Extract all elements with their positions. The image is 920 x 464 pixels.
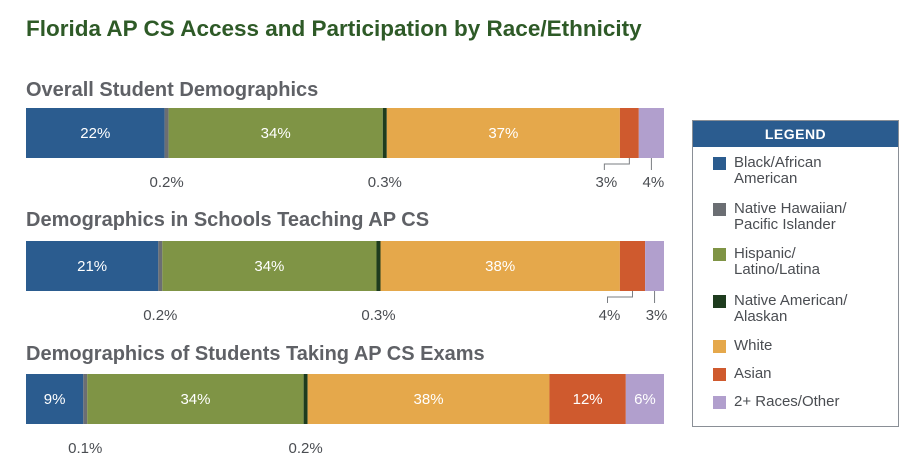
- stacked-bar-schools-teaching: 21% 0.2% 34% 0.3% 38% 4% 3%: [26, 241, 668, 324]
- data-label-black: 9%: [44, 391, 66, 408]
- data-label-multiracial: 6%: [634, 391, 656, 408]
- chart-title-overall: Overall Student Demographics: [26, 79, 319, 101]
- legend-item-multiracial: 2+ Races/Other: [713, 394, 894, 410]
- bar-segment-native-hawaiian: [164, 108, 169, 158]
- legend-swatch: [713, 295, 726, 308]
- legend-swatch: [713, 340, 726, 353]
- legend-swatch: [713, 368, 726, 381]
- chart-title-exam-takers: Demographics of Students Taking AP CS Ex…: [26, 343, 485, 365]
- leader-line: [603, 158, 630, 170]
- bar-segment-black: [26, 241, 159, 291]
- data-label-black: 21%: [77, 258, 107, 275]
- bar-segment-native-american: [382, 108, 387, 158]
- legend-item-native-american: Native American/ Alaskan: [713, 293, 894, 325]
- legend-swatch: [713, 157, 726, 170]
- data-label-asian: 3%: [596, 174, 618, 191]
- legend-item-native-hawaiian: Native Hawaiian/ Pacific Islander: [713, 201, 894, 233]
- data-label-white: 38%: [485, 258, 515, 275]
- data-label-native-american: 0.2%: [289, 440, 323, 457]
- legend-label: Native American/ Alaskan: [734, 292, 848, 325]
- legend-label: Hispanic/ Latino/Latina: [734, 245, 820, 278]
- data-label-native-american: 0.3%: [368, 174, 402, 191]
- data-label-asian: 4%: [599, 307, 621, 324]
- data-label-multiracial: 4%: [643, 174, 665, 191]
- bar-segment-asian: [549, 374, 626, 424]
- bar-segment-native-hawaiian: [83, 374, 88, 424]
- chart-title-schools-teaching: Demographics in Schools Teaching AP CS: [26, 209, 430, 231]
- data-label-hispanic: 34%: [180, 391, 210, 408]
- legend-item-asian: Asian: [713, 366, 894, 382]
- bar-segment-hispanic: [168, 108, 383, 158]
- bar-segment-asian: [619, 108, 639, 158]
- legend-header: LEGEND: [693, 121, 898, 147]
- legend-item-hispanic: Hispanic/ Latino/Latina: [713, 246, 894, 278]
- legend-swatch: [713, 396, 726, 409]
- legend: LEGEND Black/African American Native Haw…: [692, 120, 899, 427]
- bar-segment-native-american: [376, 241, 381, 291]
- legend-label: 2+ Races/Other: [734, 393, 840, 410]
- legend-label: Black/African American: [734, 154, 822, 187]
- bar-segment-white: [380, 241, 620, 291]
- legend-swatch: [713, 203, 726, 216]
- data-label-native-hawaiian: 0.2%: [149, 174, 183, 191]
- legend-swatch: [713, 248, 726, 261]
- page-title: Florida AP CS Access and Participation b…: [26, 16, 642, 41]
- bar-segment-black: [26, 108, 165, 158]
- legend-label: Asian: [734, 365, 772, 382]
- bar-segment-white: [307, 374, 550, 424]
- data-label-white: 37%: [488, 125, 518, 142]
- stacked-bar-overall: 22% 0.2% 34% 0.3% 37% 3% 4%: [26, 108, 665, 191]
- bar-segment-multiracial: [645, 241, 664, 291]
- data-label-hispanic: 34%: [254, 258, 284, 275]
- data-label-hispanic: 34%: [261, 125, 291, 142]
- bar-segment-hispanic: [87, 374, 304, 424]
- legend-item-white: White: [713, 338, 894, 354]
- data-label-native-hawaiian: 0.2%: [143, 307, 177, 324]
- legend-label: White: [734, 337, 773, 354]
- bar-segment-hispanic: [162, 241, 377, 291]
- stacked-bar-exam-takers: 9% 0.1% 34% 0.2% 38% 12% 6%: [26, 374, 664, 457]
- legend-item-black: Black/African American: [713, 155, 894, 187]
- bar-segment-asian: [619, 241, 646, 291]
- data-label-multiracial: 3%: [646, 307, 668, 324]
- legend-label: Native Hawaiian/ Pacific Islander: [734, 200, 847, 233]
- bar-segment-native-american: [303, 374, 308, 424]
- data-label-black: 22%: [80, 125, 110, 142]
- data-label-native-hawaiian: 0.1%: [68, 440, 102, 457]
- leader-line: [607, 291, 633, 303]
- bar-segment-multiracial: [638, 108, 664, 158]
- data-label-asian: 12%: [573, 391, 603, 408]
- data-label-white: 38%: [414, 391, 444, 408]
- bar-segment-multiracial: [625, 374, 664, 424]
- bar-segment-black: [26, 374, 84, 424]
- data-label-native-american: 0.3%: [361, 307, 395, 324]
- bar-segment-native-hawaiian: [158, 241, 163, 291]
- bar-segment-white: [386, 108, 620, 158]
